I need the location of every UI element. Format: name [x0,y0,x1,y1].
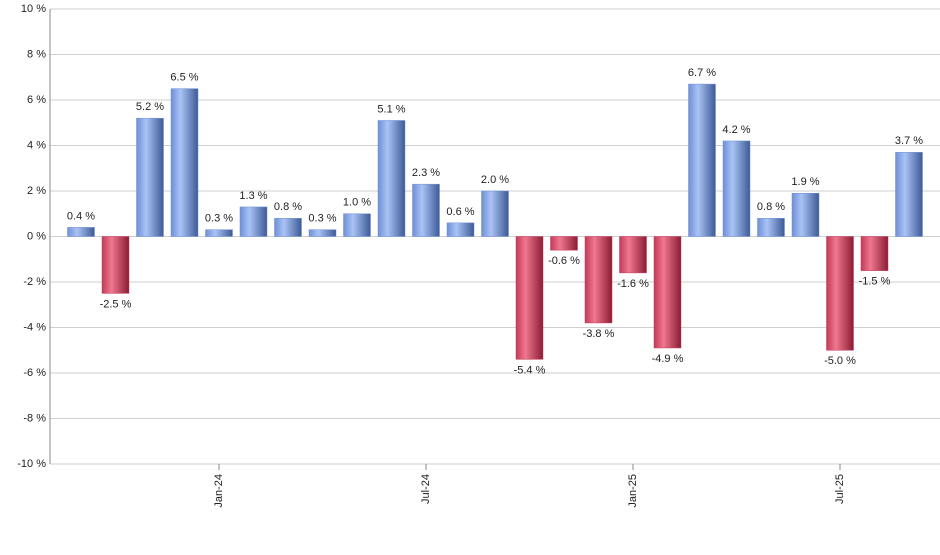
bar [860,236,889,271]
bar [101,236,130,294]
bar [826,236,854,351]
x-tick-label: Jul-24 [420,474,432,504]
bar [170,88,199,237]
y-tick-label: -2 % [23,276,46,288]
y-tick-label: -4 % [23,321,46,333]
bar [653,236,682,349]
bar [550,236,578,251]
bar [515,236,544,360]
bar [895,152,923,237]
bar [274,218,302,237]
y-tick-label: 2 % [27,185,46,197]
y-tick-label: -10 % [17,458,46,470]
bar [688,83,716,237]
x-tick-label: Jan-24 [213,474,225,508]
value-label: 4.2 % [722,124,750,136]
value-label: 2.3 % [412,167,440,179]
value-label: 6.5 % [170,72,198,84]
value-label: 2.0 % [481,174,509,186]
value-label: -3.8 % [583,328,615,340]
bar [308,229,337,237]
bar [67,227,95,237]
x-tick-label: Jan-25 [627,474,639,508]
value-label: -0.6 % [548,255,580,267]
value-label: 0.3 % [308,213,336,225]
bar [757,218,785,237]
bar [343,213,371,237]
value-label: -5.0 % [824,355,856,367]
value-label: 0.8 % [274,201,302,213]
value-label: -1.6 % [617,278,649,290]
bar [136,117,164,237]
bar [481,190,509,237]
x-tick-label: Jul-25 [834,474,846,504]
y-tick-label: 4 % [27,139,46,151]
bar [446,222,475,237]
y-tick-label: 8 % [27,48,46,60]
value-label: 1.9 % [791,176,819,188]
value-label: 1.3 % [239,190,267,202]
value-label: 0.6 % [446,206,474,218]
value-label: 0.8 % [757,201,785,213]
bar [584,236,613,324]
value-label: 5.1 % [377,103,405,115]
bar [722,140,751,237]
bar [791,193,820,237]
y-tick-label: 6 % [27,94,46,106]
bar [412,183,440,237]
y-tick-label: -8 % [23,412,46,424]
value-label: 5.2 % [136,101,164,113]
y-tick-label: 10 % [21,3,46,15]
y-tick-label: 0 % [27,230,46,242]
bar [239,206,268,237]
value-label: 1.0 % [343,197,371,209]
value-label: 0.4 % [67,210,95,222]
value-label: -1.5 % [859,276,891,288]
value-label: 0.3 % [205,213,233,225]
bar [619,236,647,274]
value-label: -2.5 % [100,298,132,310]
value-label: -4.9 % [652,353,684,365]
value-label: 6.7 % [688,67,716,79]
value-label: -5.4 % [514,364,546,376]
bar [205,229,233,237]
value-label: 3.7 % [895,135,923,147]
y-tick-label: -6 % [23,367,46,379]
bar [377,120,406,237]
